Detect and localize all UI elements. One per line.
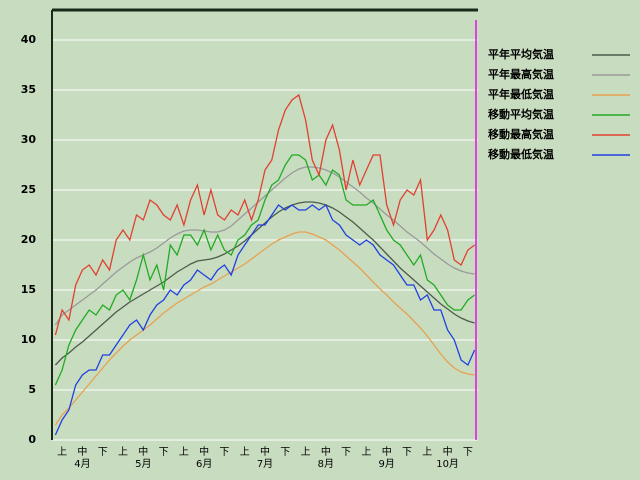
month-label: 8月 <box>318 458 334 470</box>
x-tick-label: 上 <box>361 446 371 458</box>
x-tick-label: 上 <box>57 446 67 458</box>
x-tick-label: 下 <box>219 447 229 458</box>
x-tick-label: 上 <box>422 446 432 458</box>
y-tick-label: 15 <box>21 283 36 296</box>
legend-label: 移動最低気温 <box>488 147 554 161</box>
x-tick-label: 中 <box>382 445 392 458</box>
labels: 0510152025303540上中下上中下上中下上中下上中下上中下上中下4月 5… <box>21 33 630 470</box>
x-tick-label: 下 <box>98 447 108 458</box>
month-label: 7月 <box>257 458 273 470</box>
x-tick-label: 中 <box>443 445 453 458</box>
plot <box>54 93 476 436</box>
legend-label: 移動最高気温 <box>488 127 554 141</box>
x-tick-label: 中 <box>77 445 87 458</box>
y-tick-label: 10 <box>21 333 37 346</box>
x-tick-label: 上 <box>118 446 128 458</box>
series-line <box>54 166 475 326</box>
month-label: 4月 <box>74 458 90 470</box>
legend-label: 平年最低気温 <box>488 87 554 101</box>
month-label: 9月 <box>379 458 395 470</box>
series-line <box>54 154 475 386</box>
month-label: 10月 <box>436 458 459 470</box>
x-tick-label: 下 <box>463 447 473 458</box>
x-tick-label: 上 <box>240 446 250 458</box>
month-label: 5月 <box>135 458 151 470</box>
x-tick-label: 下 <box>159 447 169 458</box>
y-tick-label: 5 <box>28 383 36 396</box>
y-tick-label: 25 <box>21 183 36 196</box>
x-tick-label: 中 <box>138 445 148 458</box>
legend-label: 平年最高気温 <box>488 67 554 81</box>
y-tick-label: 40 <box>21 33 37 46</box>
x-tick-label: 中 <box>321 445 331 458</box>
series-line <box>54 93 475 336</box>
legend-label: 平年平均気温 <box>488 47 554 61</box>
legend-label: 移動平均気温 <box>488 107 554 121</box>
y-tick-label: 35 <box>21 83 36 96</box>
x-tick-label: 上 <box>301 446 311 458</box>
series-line <box>54 203 476 436</box>
x-tick-label: 上 <box>179 446 189 458</box>
series-line <box>54 231 475 426</box>
x-tick-label: 中 <box>260 445 270 458</box>
x-tick-label: 下 <box>402 447 412 458</box>
x-tick-label: 下 <box>341 447 351 458</box>
y-tick-label: 20 <box>21 233 37 246</box>
x-tick-label: 下 <box>280 447 290 458</box>
series-line <box>54 201 475 366</box>
y-tick-label: 0 <box>28 433 36 446</box>
y-tick-label: 30 <box>21 133 37 146</box>
month-label: 6月 <box>196 458 212 470</box>
x-tick-label: 中 <box>199 445 209 458</box>
